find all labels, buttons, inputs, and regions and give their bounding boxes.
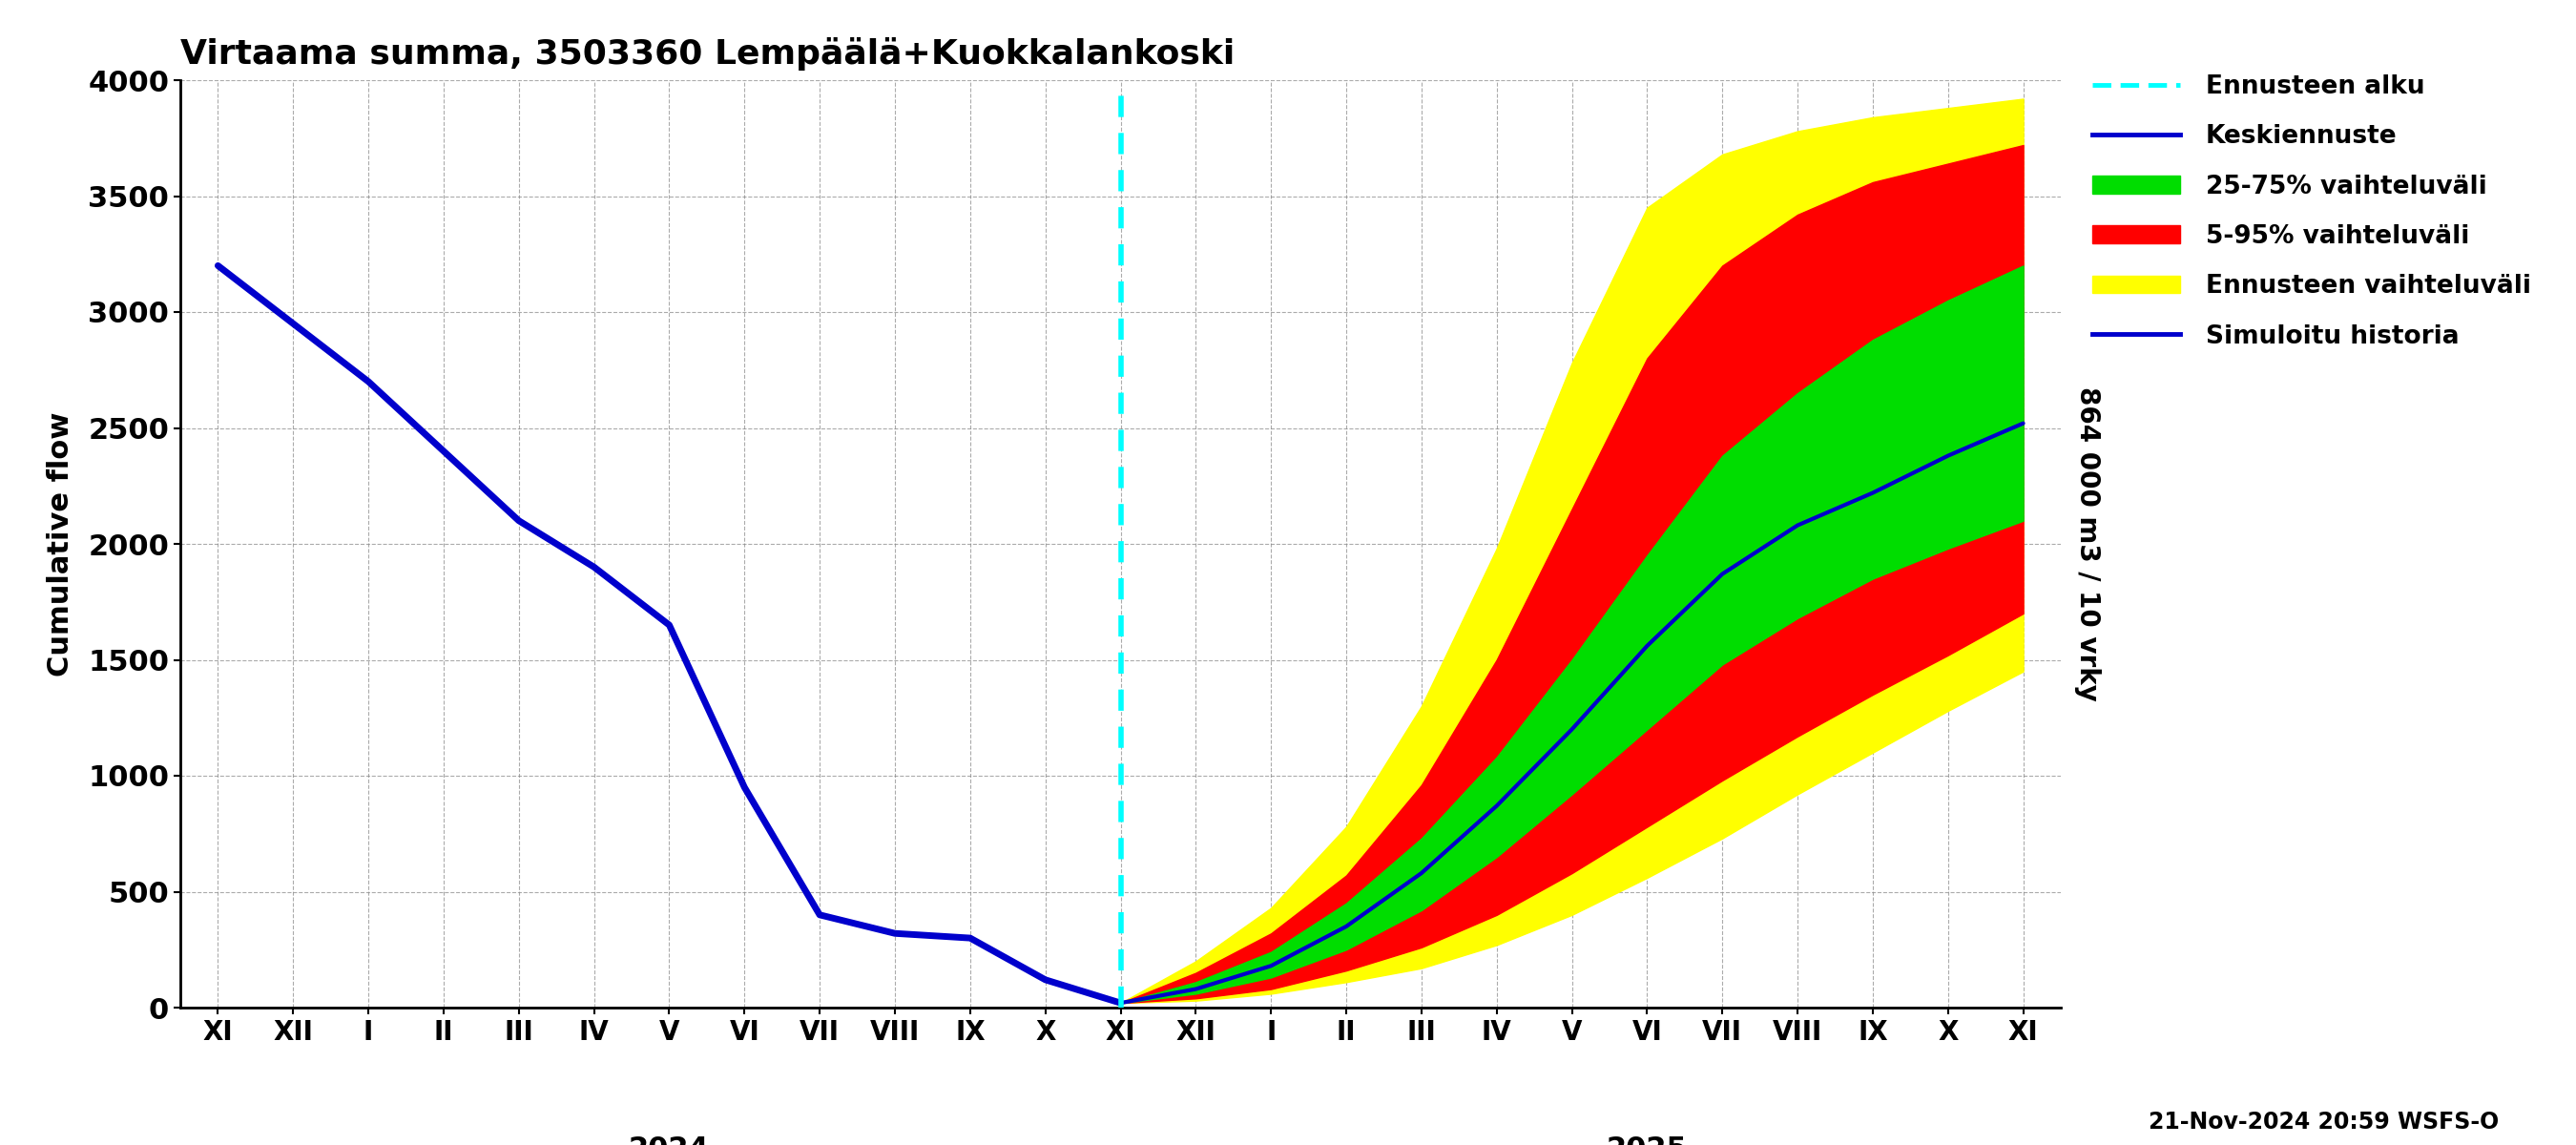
Text: 21-Nov-2024 20:59 WSFS-O: 21-Nov-2024 20:59 WSFS-O bbox=[2148, 1111, 2499, 1134]
Text: 2025: 2025 bbox=[1607, 1135, 1687, 1145]
Text: 2024: 2024 bbox=[629, 1135, 708, 1145]
Y-axis label: Cumulative flow: Cumulative flow bbox=[46, 411, 75, 677]
Y-axis label: 864 000 m3 / 10 vrky: 864 000 m3 / 10 vrky bbox=[2074, 387, 2102, 701]
Text: Virtaama summa, 3503360 Lempäälä+Kuokkalankoski: Virtaama summa, 3503360 Lempäälä+Kuokkal… bbox=[180, 38, 1234, 71]
Legend: Ennusteen alku, Keskiennuste, 25-75% vaihteluväli, 5-95% vaihteluväli, Ennusteen: Ennusteen alku, Keskiennuste, 25-75% vai… bbox=[2092, 74, 2530, 349]
